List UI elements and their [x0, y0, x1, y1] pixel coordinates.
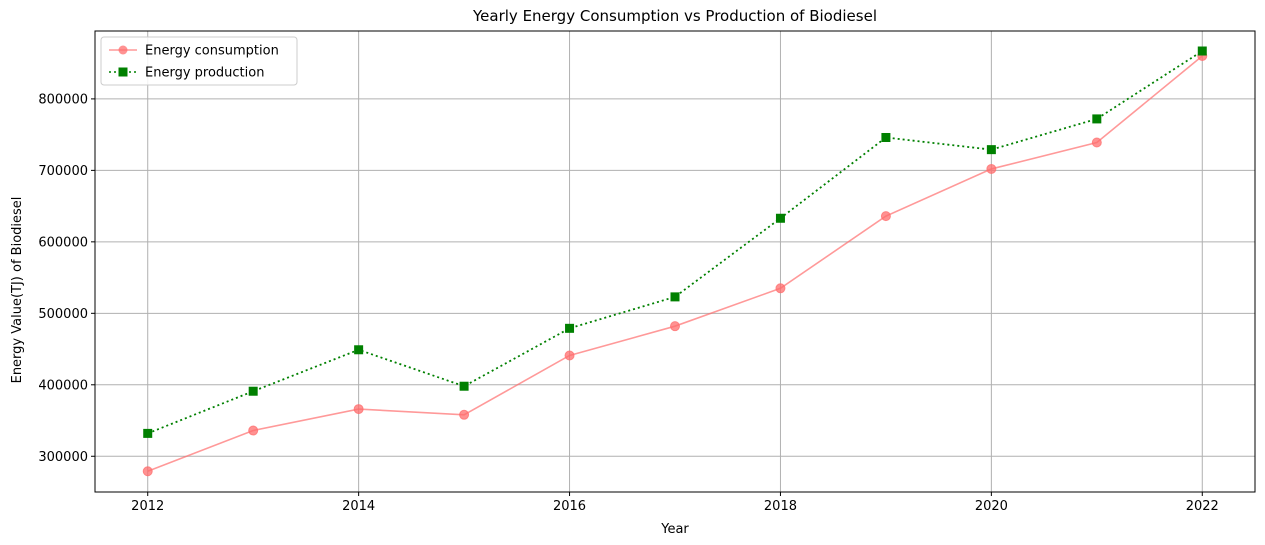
data-point [143, 428, 153, 438]
legend: Energy consumption Energy production [100, 36, 298, 86]
data-point [986, 163, 997, 174]
legend-box [100, 36, 298, 86]
y-tick-label: 300000 [38, 450, 88, 465]
x-axis-label: Year [660, 522, 689, 537]
x-tick-label: 2012 [131, 499, 164, 514]
data-point [881, 132, 891, 142]
legend-label: Energy production [145, 66, 264, 81]
data-point [775, 213, 785, 223]
data-point [142, 466, 153, 477]
series-line-2 [147, 50, 1203, 435]
series-2 [143, 46, 1207, 438]
x-tick-label: 2018 [764, 499, 797, 514]
x-tick-label: 2022 [1186, 499, 1219, 514]
data-point [775, 283, 786, 294]
legend-marker [118, 67, 128, 77]
y-tick-label: 400000 [38, 378, 88, 393]
x-tick-label: 2020 [975, 499, 1008, 514]
series-layer [142, 46, 1208, 477]
x-tick-label: 2014 [342, 499, 375, 514]
chart-title: Yearly Energy Consumption vs Production … [472, 7, 877, 25]
data-point [354, 345, 364, 355]
data-point [248, 386, 258, 396]
plot-frame [94, 30, 1256, 493]
data-point [353, 404, 364, 415]
data-point [565, 323, 575, 333]
plot-area: 2012 2014 2016 2018 2020 2022 300000 400000 500… [38, 30, 1256, 514]
data-point [459, 409, 470, 420]
y-tick-label: 800000 [38, 92, 88, 107]
data-point [670, 321, 680, 332]
data-point [880, 211, 891, 222]
plot-background [95, 31, 1255, 492]
data-point [1091, 137, 1102, 148]
x-tick-label: 2016 [553, 499, 586, 514]
data-point [1092, 114, 1102, 124]
data-point [986, 145, 996, 155]
legend-marker [118, 45, 128, 55]
y-tick-label: 700000 [38, 164, 88, 179]
legend-label: Energy consumption [145, 44, 279, 59]
grid-lines [95, 31, 1255, 492]
y-tick-label: 600000 [38, 235, 88, 250]
data-point [248, 425, 259, 436]
y-tick-label: 500000 [38, 307, 88, 322]
data-point [1197, 46, 1207, 56]
x-axis-ticks: 2012 2014 2016 2018 2020 2022 [131, 492, 1219, 514]
y-axis-label: Energy Value(TJ) of Biodiesel [10, 197, 25, 384]
y-axis-ticks: 300000 400000 500000 600000 700000 800000 [38, 92, 95, 465]
data-point [564, 350, 575, 361]
legend-entry-1: Energy consumption [109, 44, 279, 59]
data-point [670, 292, 680, 302]
data-point [459, 381, 469, 391]
legend-entry-2: Energy production [109, 66, 264, 81]
